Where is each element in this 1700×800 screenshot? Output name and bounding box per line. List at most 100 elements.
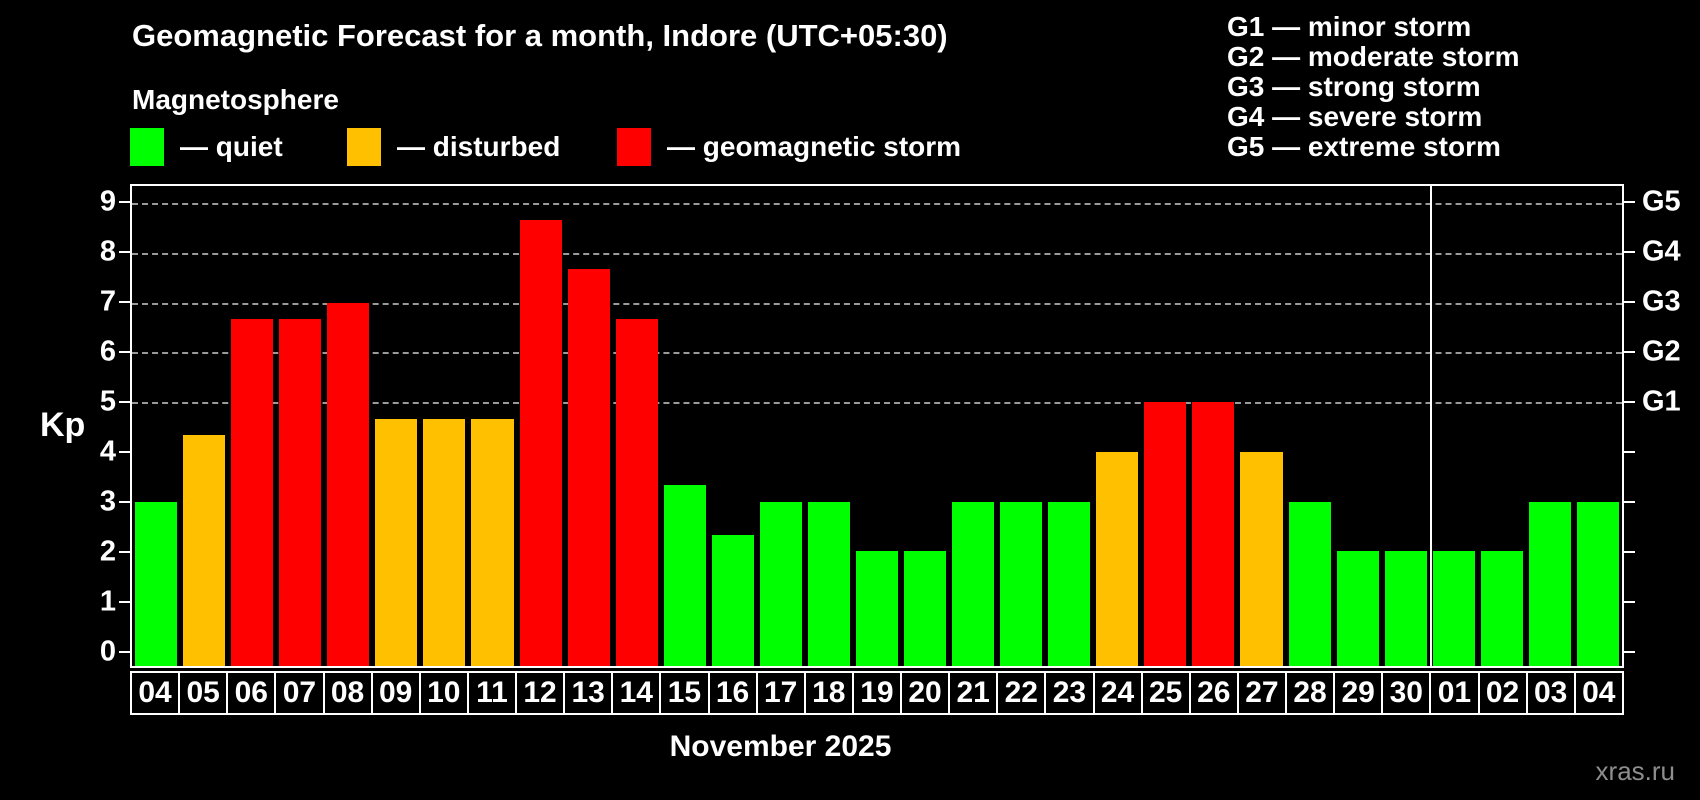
kp-bar-02-28 — [1480, 551, 1523, 666]
magnetosphere-label: Magnetosphere — [132, 84, 339, 115]
x-axis-date-label-18: 22 — [996, 671, 1047, 715]
y-axis-tick-left-1 — [119, 601, 130, 604]
x-axis-date-label-29: 03 — [1525, 671, 1576, 715]
x-axis-date-label-24: 28 — [1285, 671, 1336, 715]
kp-bar-26-22 — [1192, 402, 1235, 666]
right-axis-label-g3: G3 — [1642, 285, 1681, 318]
y-axis-tick-left-3 — [119, 501, 130, 504]
bars-container — [132, 186, 1622, 666]
y-axis-tick-label-1: 1 — [99, 585, 116, 618]
kp-bar-04-30 — [1576, 501, 1619, 666]
gridline-kp-6 — [132, 352, 1622, 355]
y-axis-tick-left-0 — [119, 651, 130, 654]
y-axis-tick-label-0: 0 — [99, 635, 116, 668]
x-axis-date-label-28: 02 — [1477, 671, 1528, 715]
right-axis-label-g1: G1 — [1642, 385, 1681, 418]
kp-bar-01-27 — [1432, 551, 1475, 666]
y-axis-tick-left-5 — [119, 400, 130, 403]
legend-label-disturbed: — disturbed — [397, 131, 561, 162]
kp-bar-19-15 — [855, 551, 898, 666]
kp-bar-23-19 — [1048, 501, 1091, 666]
storm-color-swatch — [617, 128, 651, 166]
y-axis-tick-label-2: 2 — [99, 535, 116, 568]
x-axis-date-label-10: 14 — [611, 671, 662, 715]
gridline-kp-8 — [132, 253, 1622, 256]
x-axis-date-label-3: 07 — [274, 671, 325, 715]
g1-legend-line: G1 — minor storm — [1227, 11, 1472, 42]
y-axis-tick-label-8: 8 — [99, 235, 116, 268]
kp-bar-20-16 — [904, 551, 947, 666]
x-axis-date-row: 04 05 06 07 08 09 10 11 12 13 14 15 16 17 18 19 20 21 22 23… — [130, 671, 1624, 715]
page-title: Geomagnetic Forecast for a month, Indore… — [132, 18, 948, 53]
x-axis-date-label-1: 05 — [178, 671, 229, 715]
kp-bar-24-20 — [1096, 451, 1139, 666]
y-axis-tick-label-7: 7 — [99, 285, 116, 318]
x-axis-date-label-23: 27 — [1236, 671, 1287, 715]
y-axis-tick-right-9 — [1624, 200, 1635, 203]
kp-bar-18-14 — [807, 501, 850, 666]
x-axis-date-label-22: 26 — [1188, 671, 1239, 715]
kp-bar-06-2 — [231, 319, 274, 666]
y-axis-tick-label-4: 4 — [99, 435, 116, 468]
kp-bar-21-17 — [952, 501, 995, 666]
y-axis-tick-left-8 — [119, 250, 130, 253]
kp-bar-08-4 — [327, 302, 370, 666]
y-axis-tick-right-8 — [1624, 250, 1635, 253]
g5-legend-line: G5 — extreme storm — [1227, 131, 1501, 162]
y-axis-tick-label-6: 6 — [99, 335, 116, 368]
kp-bar-03-29 — [1528, 501, 1571, 666]
x-axis-date-label-27: 01 — [1429, 671, 1480, 715]
x-axis-date-label-2: 06 — [226, 671, 277, 715]
kp-bar-28-24 — [1288, 501, 1331, 666]
legend-item-disturbed: — disturbed — [347, 128, 560, 166]
legend-item-storm: — geomagnetic storm — [617, 128, 961, 166]
x-axis-date-label-14: 18 — [803, 671, 854, 715]
y-axis-tick-label-9: 9 — [99, 185, 116, 218]
x-axis-title: November 2025 — [669, 730, 892, 763]
x-axis-date-label-9: 13 — [563, 671, 614, 715]
y-axis-tick-left-7 — [119, 300, 130, 303]
g3-legend-line: G3 — strong storm — [1227, 71, 1481, 102]
right-axis-label-g5: G5 — [1642, 185, 1681, 218]
x-axis-date-label-6: 10 — [418, 671, 469, 715]
kp-bar-25-21 — [1144, 402, 1187, 666]
right-axis-label-g4: G4 — [1642, 235, 1681, 268]
x-axis-date-label-5: 09 — [370, 671, 421, 715]
kp-bar-05-1 — [183, 435, 226, 666]
y-axis-tick-right-4 — [1624, 451, 1635, 454]
kp-bar-04-0 — [135, 501, 178, 666]
y-axis-tick-left-9 — [119, 200, 130, 203]
x-axis-date-label-26: 30 — [1381, 671, 1432, 715]
kp-bar-29-25 — [1336, 551, 1379, 666]
right-axis-label-g2: G2 — [1642, 335, 1681, 368]
x-axis-date-label-19: 23 — [1044, 671, 1095, 715]
quiet-color-swatch — [130, 128, 164, 166]
x-axis-date-label-7: 11 — [466, 671, 517, 715]
kp-bar-15-11 — [663, 485, 706, 666]
gridline-kp-5 — [132, 402, 1622, 405]
x-axis-date-label-4: 08 — [322, 671, 373, 715]
y-axis-tick-left-2 — [119, 551, 130, 554]
kp-bar-11-7 — [471, 418, 514, 666]
x-axis-date-label-30: 04 — [1573, 671, 1624, 715]
kp-bar-30-26 — [1384, 551, 1427, 666]
kp-bar-13-9 — [567, 269, 610, 666]
x-axis-date-label-21: 25 — [1140, 671, 1191, 715]
month-divider-line — [1429, 186, 1432, 666]
x-axis-date-label-25: 29 — [1333, 671, 1384, 715]
legend-label-quiet: — quiet — [180, 131, 283, 162]
y-axis-tick-label-3: 3 — [99, 485, 116, 518]
y-axis-tick-label-5: 5 — [99, 385, 116, 418]
kp-bar-27-23 — [1240, 451, 1283, 666]
g2-legend-line: G2 — moderate storm — [1227, 41, 1520, 72]
y-axis-tick-left-6 — [119, 350, 130, 353]
x-axis-date-label-15: 19 — [851, 671, 902, 715]
y-axis-tick-right-5 — [1624, 400, 1635, 403]
y-axis-title: Kp — [40, 406, 86, 444]
kp-bar-22-18 — [1000, 501, 1043, 666]
disturbed-color-swatch — [347, 128, 381, 166]
kp-bar-07-3 — [279, 319, 322, 666]
kp-bar-10-6 — [423, 418, 466, 666]
kp-bar-12-8 — [519, 219, 562, 666]
